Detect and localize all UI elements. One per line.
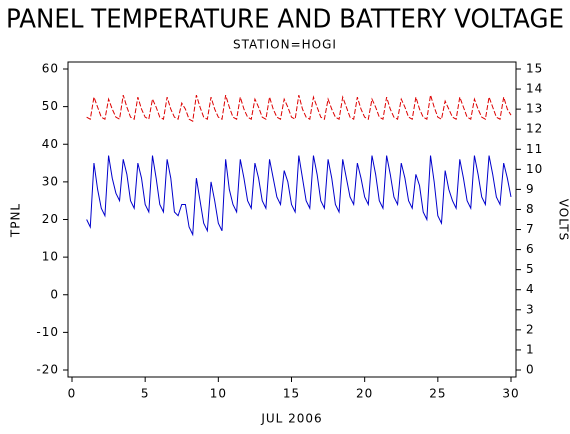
x-tick-label: 0 [68, 387, 77, 401]
chart-title: PANEL TEMPERATURE AND BATTERY VOLTAGE [6, 5, 564, 35]
x-axis-label: JUL 2006 [260, 412, 322, 426]
y2-axis-label: VOLTS [557, 199, 570, 241]
y2-tick-label: 15 [526, 62, 543, 76]
y2-tick-label: 1 [526, 342, 535, 356]
y-tick-label: 10 [42, 250, 59, 264]
x-tick-label: 20 [356, 387, 373, 401]
y2-tick-label: 14 [526, 82, 543, 96]
y2-tick-label: 6 [526, 242, 535, 256]
series-line [87, 95, 511, 121]
y-tick-label: -10 [36, 325, 59, 339]
y2-tick-label: 5 [526, 262, 535, 276]
y-tick-label: 60 [42, 62, 59, 76]
x-tick-label: 5 [141, 387, 150, 401]
y2-tick-label: 3 [526, 302, 535, 316]
y2-tick-label: 2 [526, 322, 535, 336]
y-tick-label: 0 [50, 287, 59, 301]
y2-tick-label: 13 [526, 102, 543, 116]
series-line [87, 156, 511, 235]
y-tick-label: 40 [42, 137, 59, 151]
y2-tick-label: 0 [526, 363, 535, 377]
y-tick-label: -20 [36, 363, 59, 377]
chart-subtitle: STATION=HOGI [233, 38, 337, 52]
y2-tick-label: 11 [526, 142, 543, 156]
y2-tick-label: 8 [526, 202, 535, 216]
x-tick-label: 15 [283, 387, 300, 401]
y2-tick-label: 7 [526, 222, 535, 236]
x-tick-label: 30 [502, 387, 519, 401]
y2-tick-label: 9 [526, 182, 535, 196]
y-tick-label: 50 [42, 99, 59, 113]
y2-tick-label: 12 [526, 122, 543, 136]
x-tick-label: 10 [210, 387, 227, 401]
y2-tick-label: 4 [526, 282, 535, 296]
y-axis-label: TPNL [9, 203, 23, 238]
y-tick-label: 20 [42, 212, 59, 226]
y2-tick-label: 10 [526, 162, 543, 176]
y-tick-label: 30 [42, 174, 59, 188]
x-tick-label: 25 [429, 387, 446, 401]
